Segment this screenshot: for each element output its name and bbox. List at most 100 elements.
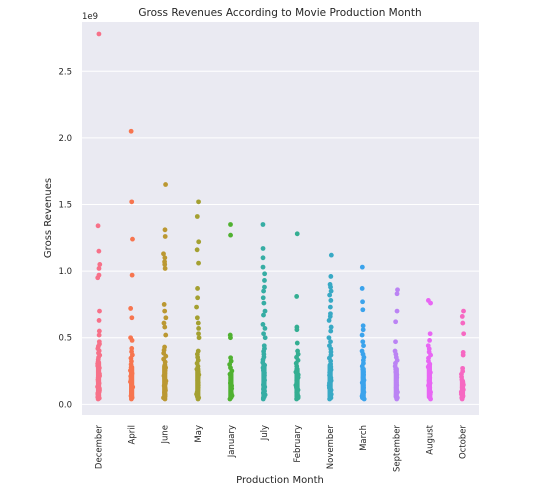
data-point xyxy=(128,128,134,134)
data-point xyxy=(129,199,135,205)
data-point xyxy=(392,348,398,354)
data-point xyxy=(261,312,266,318)
data-point xyxy=(428,300,433,306)
data-point xyxy=(163,182,168,187)
data-point xyxy=(394,291,400,297)
x-axis-label: Production Month xyxy=(236,475,324,486)
x-tick-label: July xyxy=(260,425,270,441)
y-tick-label: 1.5 xyxy=(58,201,72,211)
data-point xyxy=(228,232,233,238)
data-point xyxy=(195,348,201,354)
data-point xyxy=(228,355,234,361)
data-point xyxy=(260,295,266,301)
x-tick-label: August xyxy=(425,424,435,454)
data-point xyxy=(460,352,466,358)
dense-point-cluster xyxy=(195,367,201,400)
data-point xyxy=(162,262,168,267)
data-point xyxy=(195,320,201,326)
data-point xyxy=(96,31,102,37)
data-point xyxy=(162,227,168,233)
data-point xyxy=(359,332,365,338)
data-point xyxy=(96,328,102,334)
data-point xyxy=(95,223,101,229)
x-tick-label: November xyxy=(326,424,336,469)
data-point xyxy=(162,266,168,271)
y-tick-label: 2.0 xyxy=(58,134,72,144)
data-point xyxy=(128,306,134,311)
y-grid-lines xyxy=(82,70,479,405)
data-point xyxy=(460,320,466,326)
dense-point-cluster xyxy=(129,365,135,400)
data-point xyxy=(196,326,202,331)
data-point xyxy=(461,308,466,314)
dense-point-cluster xyxy=(393,367,399,400)
data-point xyxy=(427,337,432,343)
data-point xyxy=(294,231,300,237)
data-point xyxy=(328,328,334,334)
dense-point-cluster xyxy=(459,379,466,400)
y-tick-label: 2.5 xyxy=(58,67,72,77)
data-point xyxy=(328,252,334,258)
dense-point-cluster xyxy=(426,363,432,400)
data-point xyxy=(360,327,366,333)
data-point xyxy=(261,288,266,294)
data-point xyxy=(328,274,334,279)
data-point xyxy=(328,339,333,345)
y-tick-label: 1.0 xyxy=(58,267,72,277)
data-point xyxy=(327,304,333,310)
x-tick-label: May xyxy=(194,425,204,443)
x-tick-label: September xyxy=(392,424,402,471)
data-point xyxy=(196,199,201,205)
data-point xyxy=(260,246,266,251)
data-point xyxy=(395,287,400,293)
data-point xyxy=(162,344,167,350)
data-point xyxy=(327,292,333,298)
data-point xyxy=(261,300,267,306)
data-point xyxy=(459,314,465,319)
dense-point-cluster xyxy=(261,363,267,400)
data-point xyxy=(262,284,267,290)
data-point xyxy=(295,348,300,354)
data-point xyxy=(260,255,266,261)
x-tick-label: October xyxy=(458,425,468,460)
data-point xyxy=(359,348,365,354)
data-point xyxy=(194,247,200,253)
data-point xyxy=(461,331,467,337)
x-tick-label: February xyxy=(293,425,303,463)
data-point xyxy=(360,323,366,329)
data-point xyxy=(161,302,167,307)
dense-point-cluster xyxy=(228,371,234,400)
y-tick-labels: 0.0 0.5 1.0 1.5 2.0 2.5 xyxy=(58,67,72,410)
data-point xyxy=(96,339,102,345)
data-point xyxy=(161,251,166,257)
data-point xyxy=(262,278,267,283)
data-point xyxy=(95,275,101,281)
data-point xyxy=(162,234,168,239)
data-point xyxy=(359,264,365,270)
data-point xyxy=(427,331,433,337)
data-point xyxy=(326,335,332,341)
dense-point-cluster xyxy=(294,367,300,400)
data-point xyxy=(393,339,398,345)
data-point xyxy=(260,264,266,270)
data-point xyxy=(359,286,365,291)
data-point xyxy=(360,307,366,313)
y-offset-label: 1e9 xyxy=(82,12,98,22)
data-point xyxy=(294,294,300,299)
dense-point-cluster xyxy=(327,363,333,400)
y-tick-label: 0.5 xyxy=(58,334,72,344)
data-point xyxy=(129,345,135,351)
data-point xyxy=(326,318,332,323)
data-point xyxy=(194,214,200,219)
data-point xyxy=(194,315,200,321)
data-point xyxy=(328,324,334,330)
x-tick-label: March xyxy=(359,425,369,451)
data-point xyxy=(195,286,200,291)
data-point xyxy=(328,288,334,294)
data-point xyxy=(96,318,102,323)
data-point xyxy=(228,335,233,341)
data-point xyxy=(261,343,267,349)
data-point xyxy=(228,222,233,227)
data-points xyxy=(95,31,467,402)
x-tick-label: April xyxy=(128,425,138,444)
